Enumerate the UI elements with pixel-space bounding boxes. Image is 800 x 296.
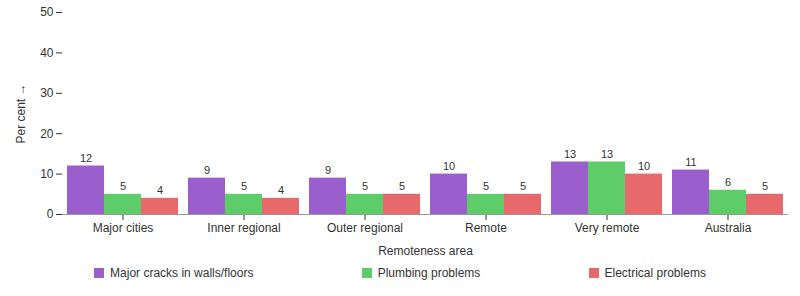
svg-text:Remote: Remote bbox=[465, 221, 507, 235]
svg-text:5: 5 bbox=[120, 180, 126, 192]
html-text:Electrical problems: Electrical problems bbox=[604, 266, 706, 280]
svg-text:13: 13 bbox=[564, 148, 576, 160]
svg-text:Major cities: Major cities bbox=[93, 221, 154, 235]
svg-text:9: 9 bbox=[325, 164, 331, 176]
svg-text:20: 20 bbox=[40, 127, 54, 141]
svg-text:6: 6 bbox=[725, 176, 731, 188]
svg-text:9: 9 bbox=[204, 164, 210, 176]
svg-text:Per cent →: Per cent → bbox=[14, 83, 28, 143]
svg-text:Very remote: Very remote bbox=[575, 221, 640, 235]
svg-text:13: 13 bbox=[601, 148, 613, 160]
html-text:Major cracks in walls/floors: Major cracks in walls/floors bbox=[110, 266, 254, 280]
svg-text:4: 4 bbox=[157, 184, 163, 196]
svg-text:Australia: Australia bbox=[705, 221, 752, 235]
svg-text:5: 5 bbox=[483, 180, 489, 192]
svg-text:40: 40 bbox=[40, 46, 54, 60]
svg-text:Outer regional: Outer regional bbox=[327, 221, 403, 235]
svg-text:10: 10 bbox=[638, 160, 650, 172]
svg-text:Inner regional: Inner regional bbox=[207, 221, 280, 235]
svg-text:10: 10 bbox=[40, 167, 54, 181]
svg-text:0: 0 bbox=[47, 207, 54, 221]
svg-text:4: 4 bbox=[278, 184, 284, 196]
svg-text:5: 5 bbox=[399, 180, 405, 192]
svg-text:12: 12 bbox=[80, 152, 92, 164]
svg-text:5: 5 bbox=[362, 180, 368, 192]
svg-text:11: 11 bbox=[685, 156, 696, 168]
html-text:Plumbing problems: Plumbing problems bbox=[377, 266, 481, 280]
svg-text:50: 50 bbox=[40, 5, 54, 19]
svg-text:Remoteness area: Remoteness area bbox=[378, 244, 473, 258]
svg-text:10: 10 bbox=[443, 160, 455, 172]
svg-text:30: 30 bbox=[40, 86, 54, 100]
svg-text:5: 5 bbox=[241, 180, 247, 192]
svg-text:5: 5 bbox=[762, 180, 768, 192]
svg-text:5: 5 bbox=[520, 180, 526, 192]
